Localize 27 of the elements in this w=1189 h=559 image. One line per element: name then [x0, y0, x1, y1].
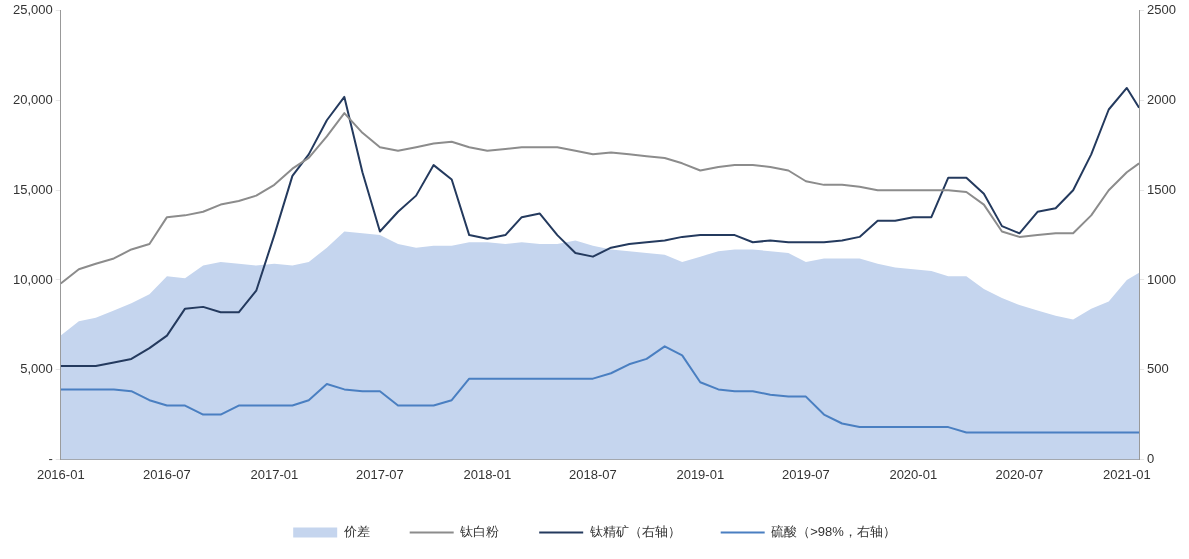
- x-tick-label: 2018-01: [463, 466, 512, 482]
- x-tick-label: 2019-01: [676, 466, 725, 482]
- legend-label: 价差: [342, 524, 370, 540]
- legend-label: 硫酸（>98%，右轴）: [771, 524, 896, 540]
- y2-tick-label: 1500: [1147, 181, 1176, 197]
- y-tick-label: 10,000: [13, 271, 53, 287]
- x-tick-label: 2016-07: [143, 466, 191, 482]
- x-tick-label: 2017-07: [356, 466, 404, 482]
- y-tick-label: 25,000: [13, 2, 53, 18]
- legend-label: 钛白粉: [459, 524, 500, 540]
- x-tick-label: 2017-01: [250, 466, 299, 482]
- y2-tick-label: 1000: [1147, 271, 1176, 287]
- x-tick-label: 2019-07: [782, 466, 830, 482]
- y2-tick-label: 2000: [1147, 92, 1176, 108]
- y-tick-label: 5,000: [20, 361, 53, 377]
- x-tick-label: 2020-01: [889, 466, 938, 482]
- y2-tick-label: 500: [1147, 361, 1169, 377]
- x-tick-label: 2021-01: [1102, 466, 1151, 482]
- x-tick-label: 2020-07: [995, 466, 1044, 482]
- x-tick-label: 2016-01: [36, 466, 85, 482]
- x-tick-label: 2018-07: [569, 466, 617, 482]
- legend-label: 钛精矿（右轴）: [588, 524, 681, 540]
- y2-tick-label: 2500: [1147, 2, 1176, 18]
- y2-tick-label: 0: [1147, 450, 1155, 466]
- y-tick-label: 15,000: [13, 181, 53, 197]
- y-tick-label: 20,000: [13, 92, 53, 108]
- y-tick-label: -: [48, 450, 53, 466]
